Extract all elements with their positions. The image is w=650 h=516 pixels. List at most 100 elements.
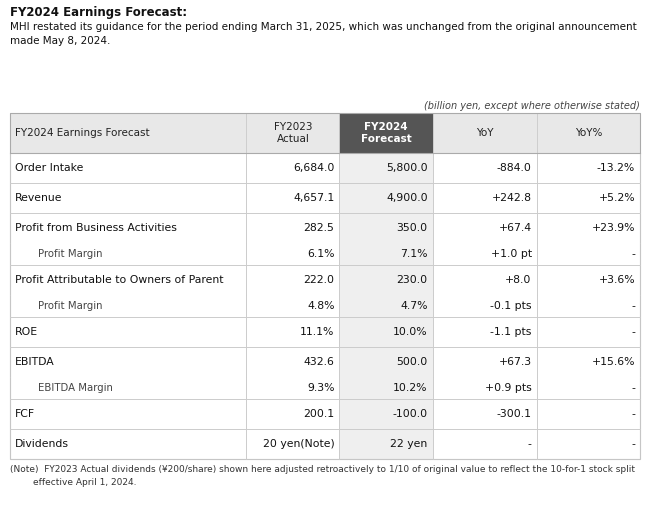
Bar — [339, 265, 433, 295]
Text: 5,800.0: 5,800.0 — [386, 163, 428, 173]
Bar — [433, 213, 537, 243]
Text: 200.1: 200.1 — [304, 409, 335, 419]
Text: Profit from Business Activities: Profit from Business Activities — [15, 223, 177, 233]
Text: FY2023
Actual: FY2023 Actual — [274, 122, 312, 144]
Bar — [339, 213, 433, 243]
Text: YoY: YoY — [476, 128, 493, 138]
Bar — [537, 317, 640, 347]
Text: -884.0: -884.0 — [497, 163, 532, 173]
Text: (billion yen, except where otherwise stated): (billion yen, except where otherwise sta… — [424, 101, 640, 111]
Bar — [339, 113, 433, 153]
Text: 4,657.1: 4,657.1 — [293, 193, 335, 203]
Text: Dividends: Dividends — [15, 439, 69, 449]
Bar — [246, 347, 339, 377]
Text: 22 yen: 22 yen — [391, 439, 428, 449]
Bar — [433, 295, 537, 317]
Text: Profit Margin: Profit Margin — [38, 301, 103, 311]
Bar — [339, 347, 433, 377]
Text: -: - — [631, 409, 635, 419]
Text: 350.0: 350.0 — [396, 223, 428, 233]
Bar — [339, 243, 433, 265]
Text: +8.0: +8.0 — [505, 275, 532, 285]
Bar — [246, 377, 339, 399]
Bar — [433, 377, 537, 399]
Text: Profit Margin: Profit Margin — [38, 249, 103, 259]
Bar — [10, 295, 246, 317]
Text: 222.0: 222.0 — [304, 275, 335, 285]
Text: Profit Attributable to Owners of Parent: Profit Attributable to Owners of Parent — [15, 275, 224, 285]
Bar — [339, 377, 433, 399]
Text: FY2024 Earnings Forecast: FY2024 Earnings Forecast — [15, 128, 150, 138]
Bar — [433, 317, 537, 347]
Bar — [10, 153, 246, 183]
Bar — [433, 429, 537, 459]
Bar — [537, 377, 640, 399]
Bar — [10, 429, 246, 459]
Text: -: - — [631, 301, 635, 311]
Bar — [537, 347, 640, 377]
Text: 20 yen(Note): 20 yen(Note) — [263, 439, 335, 449]
Text: -: - — [631, 439, 635, 449]
Bar — [339, 153, 433, 183]
Bar — [10, 317, 246, 347]
Bar — [10, 399, 246, 429]
Text: Order Intake: Order Intake — [15, 163, 83, 173]
Text: 4,900.0: 4,900.0 — [386, 193, 428, 203]
Bar — [433, 347, 537, 377]
Bar — [10, 347, 246, 377]
Text: +3.6%: +3.6% — [599, 275, 635, 285]
Bar — [537, 429, 640, 459]
Text: +5.2%: +5.2% — [599, 193, 635, 203]
Text: +23.9%: +23.9% — [592, 223, 635, 233]
Bar — [246, 429, 339, 459]
Text: ROE: ROE — [15, 327, 38, 337]
Text: (Note)  FY2023 Actual dividends (¥200/share) shown here adjusted retroactively t: (Note) FY2023 Actual dividends (¥200/sha… — [10, 465, 635, 487]
Bar — [246, 113, 339, 153]
Text: 10.0%: 10.0% — [393, 327, 428, 337]
Text: +15.6%: +15.6% — [592, 357, 635, 367]
Bar — [10, 265, 246, 295]
Bar — [246, 153, 339, 183]
Text: EBITDA: EBITDA — [15, 357, 55, 367]
Text: FY2024
Forecast: FY2024 Forecast — [361, 122, 411, 144]
Bar — [246, 317, 339, 347]
Bar — [537, 113, 640, 153]
Bar — [10, 213, 246, 243]
Bar — [537, 183, 640, 213]
Bar — [339, 399, 433, 429]
Bar — [537, 243, 640, 265]
Text: -: - — [631, 383, 635, 393]
Text: +242.8: +242.8 — [491, 193, 532, 203]
Bar — [433, 153, 537, 183]
Text: -100.0: -100.0 — [393, 409, 428, 419]
Bar — [339, 295, 433, 317]
Text: YoY%: YoY% — [575, 128, 602, 138]
Text: -: - — [631, 249, 635, 259]
Text: Revenue: Revenue — [15, 193, 62, 203]
Bar — [537, 399, 640, 429]
Bar — [246, 295, 339, 317]
Text: 6,684.0: 6,684.0 — [293, 163, 335, 173]
Text: -0.1 pts: -0.1 pts — [490, 301, 532, 311]
Bar — [433, 243, 537, 265]
Text: 432.6: 432.6 — [304, 357, 335, 367]
Bar — [10, 377, 246, 399]
Text: -: - — [528, 439, 532, 449]
Bar — [433, 183, 537, 213]
Text: 10.2%: 10.2% — [393, 383, 428, 393]
Bar — [246, 213, 339, 243]
Text: 230.0: 230.0 — [396, 275, 428, 285]
Bar — [537, 153, 640, 183]
Bar — [537, 265, 640, 295]
Bar — [10, 183, 246, 213]
Text: 4.7%: 4.7% — [400, 301, 428, 311]
Text: EBITDA Margin: EBITDA Margin — [38, 383, 113, 393]
Bar — [246, 183, 339, 213]
Text: -: - — [631, 327, 635, 337]
Text: -13.2%: -13.2% — [597, 163, 635, 173]
Text: -300.1: -300.1 — [497, 409, 532, 419]
Bar — [433, 113, 537, 153]
Text: MHI restated its guidance for the period ending March 31, 2025, which was unchan: MHI restated its guidance for the period… — [10, 22, 637, 46]
Bar — [10, 113, 246, 153]
Text: 500.0: 500.0 — [396, 357, 428, 367]
